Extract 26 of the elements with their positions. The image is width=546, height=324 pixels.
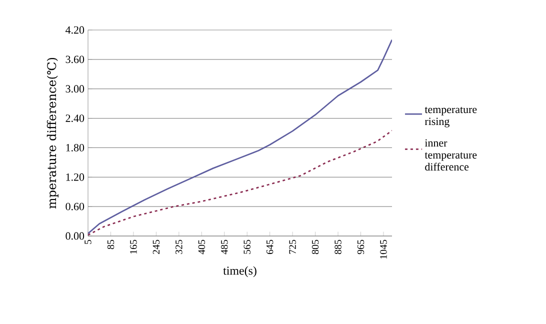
x-tick-label: 85 xyxy=(107,240,114,250)
x-tick-label: 245 xyxy=(152,240,160,254)
y-tick-label: 1.20 xyxy=(66,173,84,181)
x-tick-label: 1045 xyxy=(380,240,387,259)
legend-label: temperature rising xyxy=(424,106,477,128)
y-tick-label: 0.00 xyxy=(66,232,84,240)
y-tick-label: 3.00 xyxy=(66,85,84,93)
x-tick-label: 645 xyxy=(266,240,274,254)
y-axis-title: mperature difference(℃) xyxy=(46,58,58,209)
x-tick-label: 165 xyxy=(130,240,137,254)
legend-label: inner temperature difference xyxy=(424,139,477,171)
x-tick-label: 565 xyxy=(244,240,250,254)
x-tick-label: 965 xyxy=(357,240,364,254)
y-tick-label: 0.60 xyxy=(66,202,84,210)
x-tick-label: 325 xyxy=(176,240,182,254)
x-tick-label: 485 xyxy=(221,240,228,254)
y-tick-label: 1.80 xyxy=(66,144,84,152)
x-tick-label: 885 xyxy=(334,240,342,254)
y-tick-label: 2.40 xyxy=(66,114,84,122)
x-axis-title: time(s) xyxy=(223,266,256,278)
x-tick-label: 725 xyxy=(289,240,296,254)
y-tick-label: 3.60 xyxy=(66,56,84,64)
x-tick-label: 805 xyxy=(312,240,319,254)
y-tick-label: 4.20 xyxy=(66,26,84,34)
x-tick-label: 5 xyxy=(84,240,92,244)
x-tick-label: 405 xyxy=(198,240,206,254)
